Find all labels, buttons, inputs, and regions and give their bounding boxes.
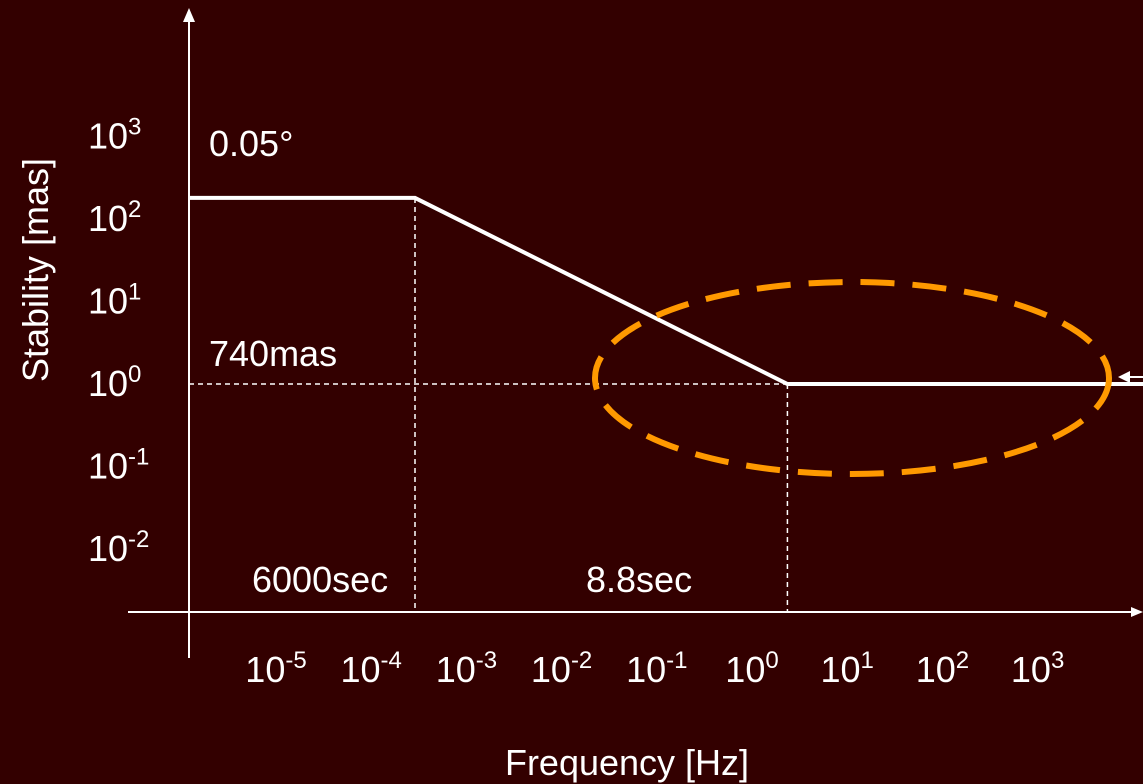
y-axis-arrowhead: [183, 8, 195, 22]
x-tick-label-0: 10-5: [245, 647, 306, 690]
annotation-floor: 740mas: [209, 333, 337, 374]
y-axis-label: Stability [mas]: [15, 158, 56, 382]
reference-lines: [189, 197, 789, 612]
annotation-plateau: 0.05°: [209, 123, 293, 164]
y-tick-label-0: 103: [88, 114, 141, 157]
x-tick-label-3: 10-2: [531, 647, 592, 690]
x-tick-label-6: 101: [820, 647, 873, 690]
pointer-arrow-head: [1118, 371, 1130, 383]
series-line-0: [190, 195, 1143, 386]
y-tick-label-2: 101: [88, 279, 141, 322]
x-tick-label-8: 103: [1011, 647, 1064, 690]
y-tick-label-4: 10-1: [88, 444, 149, 487]
y-tick-labels: 103 102 101 100 10-1 10-2: [88, 114, 149, 570]
annotation-corner-low: 6000sec: [252, 559, 388, 600]
y-tick-label-1: 102: [88, 196, 141, 239]
series-layer: [190, 195, 1143, 386]
x-tick-label-1: 10-4: [341, 647, 402, 690]
x-axis-label: Frequency [Hz]: [505, 742, 749, 783]
x-tick-label-7: 102: [916, 647, 969, 690]
highlight-dashed-ellipse: [592, 279, 1112, 477]
x-tick-label-2: 10-3: [436, 647, 497, 690]
x-tick-label-5: 100: [725, 647, 778, 690]
y-tick-label-3: 100: [88, 361, 141, 404]
x-tick-label-4: 10-1: [626, 647, 687, 690]
x-axis-arrowhead: [1131, 607, 1143, 617]
x-tick-labels: 10-5 10-4 10-3 10-2 10-1 100 101 102 103: [245, 647, 1064, 690]
annotation-corner-high: 8.8sec: [586, 559, 692, 600]
y-tick-label-5: 10-2: [88, 526, 149, 569]
